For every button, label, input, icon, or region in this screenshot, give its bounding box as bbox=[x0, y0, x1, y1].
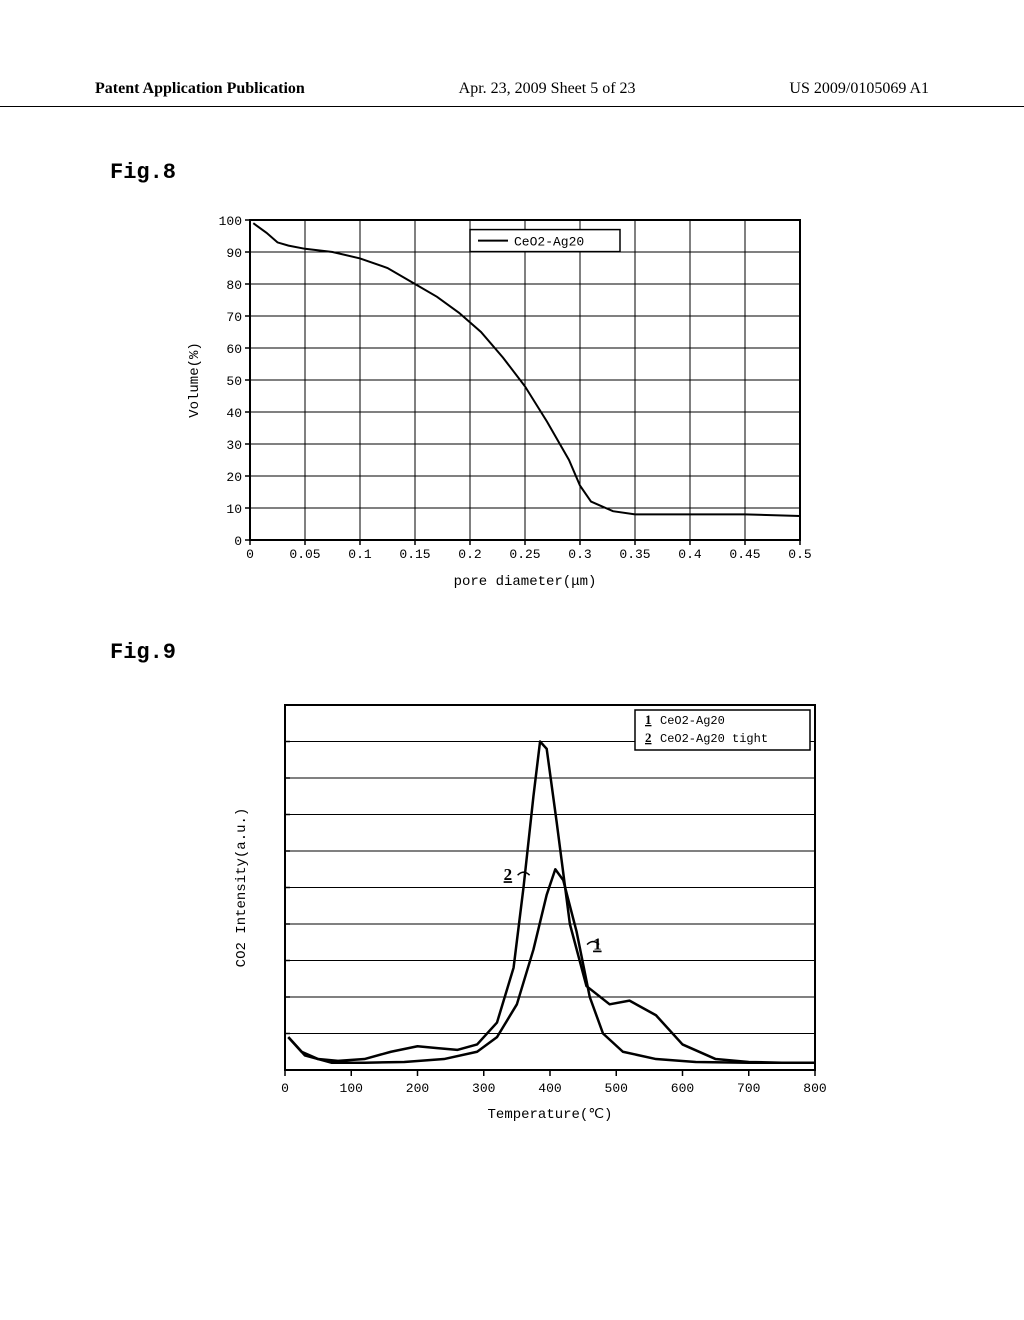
svg-text:2: 2 bbox=[504, 865, 513, 884]
svg-text:2: 2 bbox=[645, 730, 652, 745]
svg-text:100: 100 bbox=[219, 214, 242, 229]
svg-text:10: 10 bbox=[226, 502, 242, 517]
fig8-label: Fig.8 bbox=[110, 160, 176, 185]
svg-text:pore diameter(μm): pore diameter(μm) bbox=[454, 574, 597, 590]
svg-text:40: 40 bbox=[226, 406, 242, 421]
fig8-chart: 0 0.05 0.1 0.15 0.2 0.25 0.3 0.35 0.4 0.45 0.5 0 10 2… bbox=[180, 200, 820, 600]
svg-text:0.2: 0.2 bbox=[458, 547, 481, 562]
svg-text:800: 800 bbox=[803, 1081, 826, 1096]
svg-text:Temperature(℃): Temperature(℃) bbox=[488, 1107, 613, 1123]
svg-text:0.25: 0.25 bbox=[509, 547, 540, 562]
header-left: Patent Application Publication bbox=[95, 80, 305, 98]
svg-text:400: 400 bbox=[538, 1081, 561, 1096]
page-header: Patent Application Publication Apr. 23, … bbox=[0, 80, 1024, 107]
svg-text:CeO2-Ag20: CeO2-Ag20 bbox=[514, 235, 584, 250]
svg-text:0.05: 0.05 bbox=[289, 547, 320, 562]
svg-text:0.1: 0.1 bbox=[348, 547, 372, 562]
svg-text:CeO2-Ag20 tight: CeO2-Ag20 tight bbox=[660, 732, 768, 746]
svg-text:700: 700 bbox=[737, 1081, 760, 1096]
fig9-chart: 0 100 200 300 400 500 600 700 800 Temperature(℃) C… bbox=[220, 685, 840, 1130]
svg-text:1: 1 bbox=[593, 935, 602, 954]
svg-text:500: 500 bbox=[605, 1081, 628, 1096]
svg-text:80: 80 bbox=[226, 278, 242, 293]
svg-text:50: 50 bbox=[226, 374, 242, 389]
svg-text:30: 30 bbox=[226, 438, 242, 453]
svg-text:600: 600 bbox=[671, 1081, 694, 1096]
svg-text:0.15: 0.15 bbox=[399, 547, 430, 562]
svg-text:Volume(%): Volume(%) bbox=[187, 342, 203, 418]
header-right: US 2009/0105069 A1 bbox=[789, 80, 929, 98]
svg-text:0.45: 0.45 bbox=[729, 547, 760, 562]
svg-text:70: 70 bbox=[226, 310, 242, 325]
svg-text:0: 0 bbox=[234, 534, 242, 549]
svg-text:0: 0 bbox=[246, 547, 254, 562]
svg-text:0.3: 0.3 bbox=[568, 547, 591, 562]
svg-text:1: 1 bbox=[645, 712, 652, 727]
svg-text:200: 200 bbox=[406, 1081, 429, 1096]
svg-text:CO2 Intensity(a.u.): CO2 Intensity(a.u.) bbox=[234, 808, 250, 968]
svg-text:CeO2-Ag20: CeO2-Ag20 bbox=[660, 714, 725, 728]
svg-text:0.4: 0.4 bbox=[678, 547, 702, 562]
svg-text:90: 90 bbox=[226, 246, 242, 261]
svg-text:20: 20 bbox=[226, 470, 242, 485]
svg-text:300: 300 bbox=[472, 1081, 495, 1096]
fig9-label: Fig.9 bbox=[110, 640, 176, 665]
svg-text:0.35: 0.35 bbox=[619, 547, 650, 562]
header-center: Apr. 23, 2009 Sheet 5 of 23 bbox=[459, 80, 636, 98]
svg-text:100: 100 bbox=[340, 1081, 363, 1096]
svg-text:60: 60 bbox=[226, 342, 242, 357]
svg-text:0: 0 bbox=[281, 1081, 289, 1096]
svg-text:0.5: 0.5 bbox=[788, 547, 811, 562]
